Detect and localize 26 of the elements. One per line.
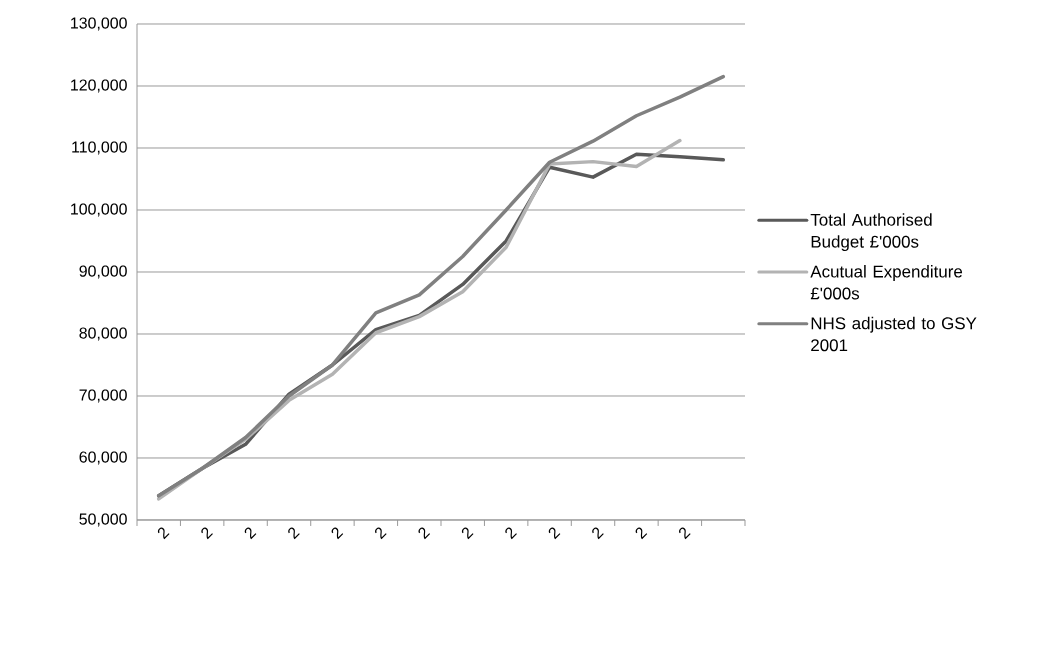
y-tick-label: 90,000 <box>79 265 127 279</box>
y-tick-label: 50,000 <box>79 513 127 527</box>
legend-label: Total Authorised Budget £'000s <box>810 213 932 252</box>
x-tick-label: 2 <box>635 527 648 540</box>
x-tick-label: 2 <box>201 527 213 540</box>
y-tick-label: 110,000 <box>72 141 127 155</box>
x-tick-label: 2 <box>505 527 517 540</box>
y-tick-label: 70,000 <box>79 389 127 403</box>
y-tick-label: 80,000 <box>79 327 127 341</box>
x-tick-label: 2 <box>592 527 604 540</box>
y-tick-label: 100,000 <box>71 203 127 217</box>
x-tick-label: 2 <box>679 527 691 540</box>
y-tick-label: 60,000 <box>79 451 127 465</box>
y-tick-label: 130,000 <box>71 17 127 31</box>
x-tick-label: 2 <box>548 527 561 540</box>
x-tick-label: 2 <box>461 527 474 540</box>
x-tick-label: 2 <box>375 527 387 540</box>
x-tick-label: 2 <box>288 527 300 540</box>
legend-label: Acutual Expenditure £'000s <box>810 265 963 300</box>
x-tick-label: 2 <box>331 527 344 540</box>
line-series <box>156 74 726 498</box>
x-tick-label: 2 <box>418 527 431 540</box>
legend-label: NHS adjusted to GSY 2001 <box>811 316 977 352</box>
y-tick-label: 120,000 <box>71 79 127 93</box>
x-tick-label: 2 <box>244 527 257 540</box>
x-tick-label: 2 <box>157 527 170 540</box>
